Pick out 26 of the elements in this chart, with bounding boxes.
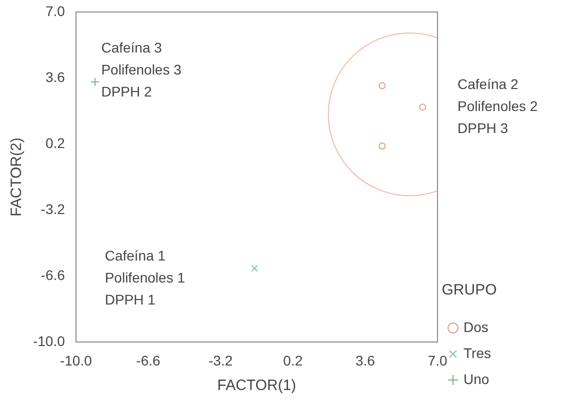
legend-label: Dos	[464, 318, 488, 335]
point	[90, 77, 100, 86]
annotation: Cafeína 3 Polifenoles 3 DPPH 2	[101, 40, 182, 100]
x-tick-label: 7.0	[428, 352, 448, 368]
y-tick-label: -10.0	[32, 333, 66, 350]
point	[251, 265, 258, 272]
text: Cafeína 2 Polifenoles 2 DPPH 3	[458, 76, 538, 136]
y-tick-label: 3.6	[45, 68, 66, 85]
point	[378, 82, 386, 90]
legend-title: GRUPO	[442, 282, 497, 299]
point	[378, 142, 386, 150]
y-tick-label: -6.6	[40, 267, 66, 284]
x-tick-label: 3.6	[355, 352, 376, 368]
y-tick-label: 0.2	[45, 134, 66, 151]
x-tick-label: 0.2	[283, 352, 303, 368]
y-axis-title: FACTOR(2)	[8, 138, 26, 217]
x-tick-label: -10.0	[60, 352, 92, 368]
annotation: Cafeína 1 Polifenoles 1 DPPH 1	[104, 248, 186, 308]
x-axis-title: FACTOR(1)	[217, 377, 296, 394]
x-tick-label: -6.6	[136, 352, 161, 368]
x-tick-label: -3.2	[208, 352, 233, 368]
y-tick-label: 7.0	[45, 2, 66, 19]
legend-label: Uno	[464, 370, 490, 387]
legend-label: Tres	[464, 344, 492, 361]
y-tick-label: -3.2	[40, 200, 66, 217]
point	[419, 104, 426, 111]
